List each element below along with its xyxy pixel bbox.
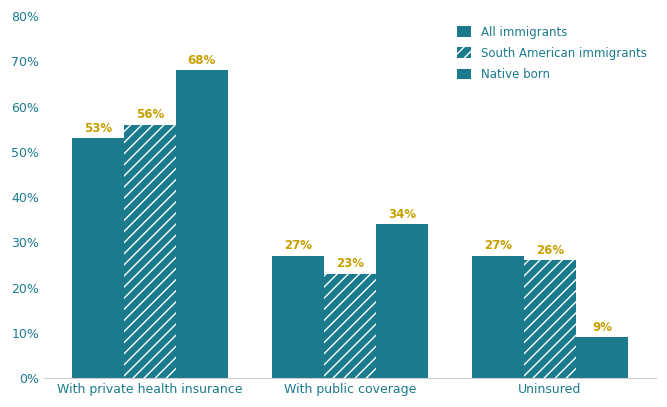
Text: 9%: 9% <box>592 321 612 334</box>
Legend: All immigrants, South American immigrants, Native born: All immigrants, South American immigrant… <box>454 22 650 85</box>
Text: 26%: 26% <box>536 244 564 257</box>
Bar <box>124 125 176 378</box>
Bar <box>524 260 576 378</box>
Bar <box>324 274 376 378</box>
Text: 34%: 34% <box>388 208 416 221</box>
Text: 53%: 53% <box>84 122 112 135</box>
Text: 23%: 23% <box>336 257 364 270</box>
Bar <box>272 256 324 378</box>
Text: 27%: 27% <box>484 239 512 252</box>
Bar <box>576 337 628 378</box>
Text: 68%: 68% <box>187 54 216 67</box>
Bar <box>176 70 228 378</box>
Text: 27%: 27% <box>284 239 312 252</box>
Bar <box>472 256 524 378</box>
Text: 56%: 56% <box>135 108 164 121</box>
Bar <box>376 224 428 378</box>
Bar <box>72 138 124 378</box>
